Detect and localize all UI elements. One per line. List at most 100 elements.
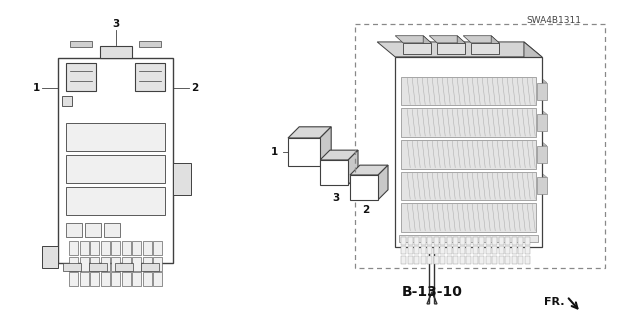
Bar bbox=[525, 237, 530, 245]
Bar bbox=[486, 256, 491, 264]
Bar bbox=[466, 256, 471, 264]
Bar bbox=[466, 237, 471, 245]
Bar bbox=[437, 43, 465, 54]
Polygon shape bbox=[525, 137, 530, 168]
Bar bbox=[434, 246, 438, 254]
Bar bbox=[132, 272, 141, 286]
Bar bbox=[66, 155, 165, 183]
Polygon shape bbox=[532, 173, 547, 177]
Bar bbox=[320, 160, 348, 185]
Bar bbox=[473, 246, 477, 254]
Bar bbox=[307, 148, 312, 155]
Bar bbox=[100, 272, 109, 286]
Bar bbox=[453, 246, 458, 254]
Bar bbox=[505, 237, 510, 245]
Polygon shape bbox=[320, 150, 358, 160]
Polygon shape bbox=[423, 36, 431, 54]
Bar bbox=[408, 237, 413, 245]
Bar bbox=[512, 237, 516, 245]
Bar bbox=[85, 223, 101, 237]
Bar bbox=[537, 177, 547, 194]
Bar bbox=[139, 41, 161, 47]
Bar bbox=[492, 256, 497, 264]
Bar bbox=[479, 256, 484, 264]
Text: 2: 2 bbox=[191, 83, 198, 93]
Bar bbox=[428, 246, 432, 254]
Bar bbox=[153, 256, 162, 271]
Bar bbox=[408, 246, 413, 254]
Bar bbox=[492, 237, 497, 245]
Polygon shape bbox=[525, 74, 530, 106]
Bar bbox=[173, 163, 191, 195]
Polygon shape bbox=[429, 36, 465, 43]
Bar bbox=[537, 114, 547, 131]
Bar bbox=[90, 256, 99, 271]
Text: B-13-10: B-13-10 bbox=[401, 285, 463, 299]
Bar bbox=[401, 108, 536, 137]
Bar bbox=[518, 256, 524, 264]
Bar bbox=[420, 246, 426, 254]
Bar bbox=[69, 241, 78, 255]
Polygon shape bbox=[377, 42, 542, 57]
Bar bbox=[401, 237, 406, 245]
Bar bbox=[401, 172, 536, 200]
Bar bbox=[66, 63, 96, 91]
Bar bbox=[58, 58, 173, 263]
Polygon shape bbox=[396, 36, 431, 43]
Polygon shape bbox=[427, 223, 437, 304]
Bar bbox=[420, 237, 426, 245]
Bar bbox=[512, 256, 516, 264]
Bar bbox=[408, 256, 413, 264]
Bar bbox=[66, 187, 165, 215]
Bar bbox=[399, 235, 538, 242]
Polygon shape bbox=[492, 36, 499, 54]
Bar bbox=[100, 241, 109, 255]
Bar bbox=[537, 83, 547, 100]
Bar bbox=[153, 272, 162, 286]
Bar bbox=[512, 246, 516, 254]
Bar bbox=[396, 57, 542, 247]
Bar bbox=[525, 256, 530, 264]
Text: 3: 3 bbox=[112, 19, 119, 29]
Polygon shape bbox=[463, 36, 499, 43]
Bar bbox=[350, 175, 378, 200]
Polygon shape bbox=[457, 36, 465, 54]
Bar bbox=[122, 256, 131, 271]
Polygon shape bbox=[525, 200, 530, 232]
Bar bbox=[62, 96, 72, 106]
Polygon shape bbox=[350, 165, 388, 175]
Bar bbox=[401, 203, 536, 232]
Bar bbox=[401, 77, 536, 106]
Bar bbox=[440, 246, 445, 254]
Text: 1: 1 bbox=[33, 83, 40, 93]
Polygon shape bbox=[288, 127, 332, 138]
Bar bbox=[141, 263, 159, 271]
Bar bbox=[104, 223, 120, 237]
Bar bbox=[434, 237, 438, 245]
Bar bbox=[132, 256, 141, 271]
Text: SWA4B1311: SWA4B1311 bbox=[526, 16, 581, 25]
Bar bbox=[70, 41, 92, 47]
Text: 2: 2 bbox=[362, 205, 370, 215]
Bar bbox=[42, 246, 58, 268]
Bar bbox=[79, 256, 88, 271]
Bar bbox=[505, 256, 510, 264]
Bar bbox=[66, 123, 165, 151]
Polygon shape bbox=[320, 127, 332, 166]
Bar bbox=[100, 256, 109, 271]
Bar bbox=[367, 184, 371, 190]
Bar bbox=[499, 246, 504, 254]
Bar bbox=[90, 241, 99, 255]
Bar bbox=[99, 46, 131, 58]
Polygon shape bbox=[524, 42, 542, 247]
Bar bbox=[89, 263, 107, 271]
Bar bbox=[132, 241, 141, 255]
Bar bbox=[420, 256, 426, 264]
Bar bbox=[66, 223, 82, 237]
Bar bbox=[473, 237, 477, 245]
Bar bbox=[428, 237, 432, 245]
Bar bbox=[414, 237, 419, 245]
Bar bbox=[447, 256, 452, 264]
Polygon shape bbox=[378, 165, 388, 200]
Bar bbox=[69, 256, 78, 271]
